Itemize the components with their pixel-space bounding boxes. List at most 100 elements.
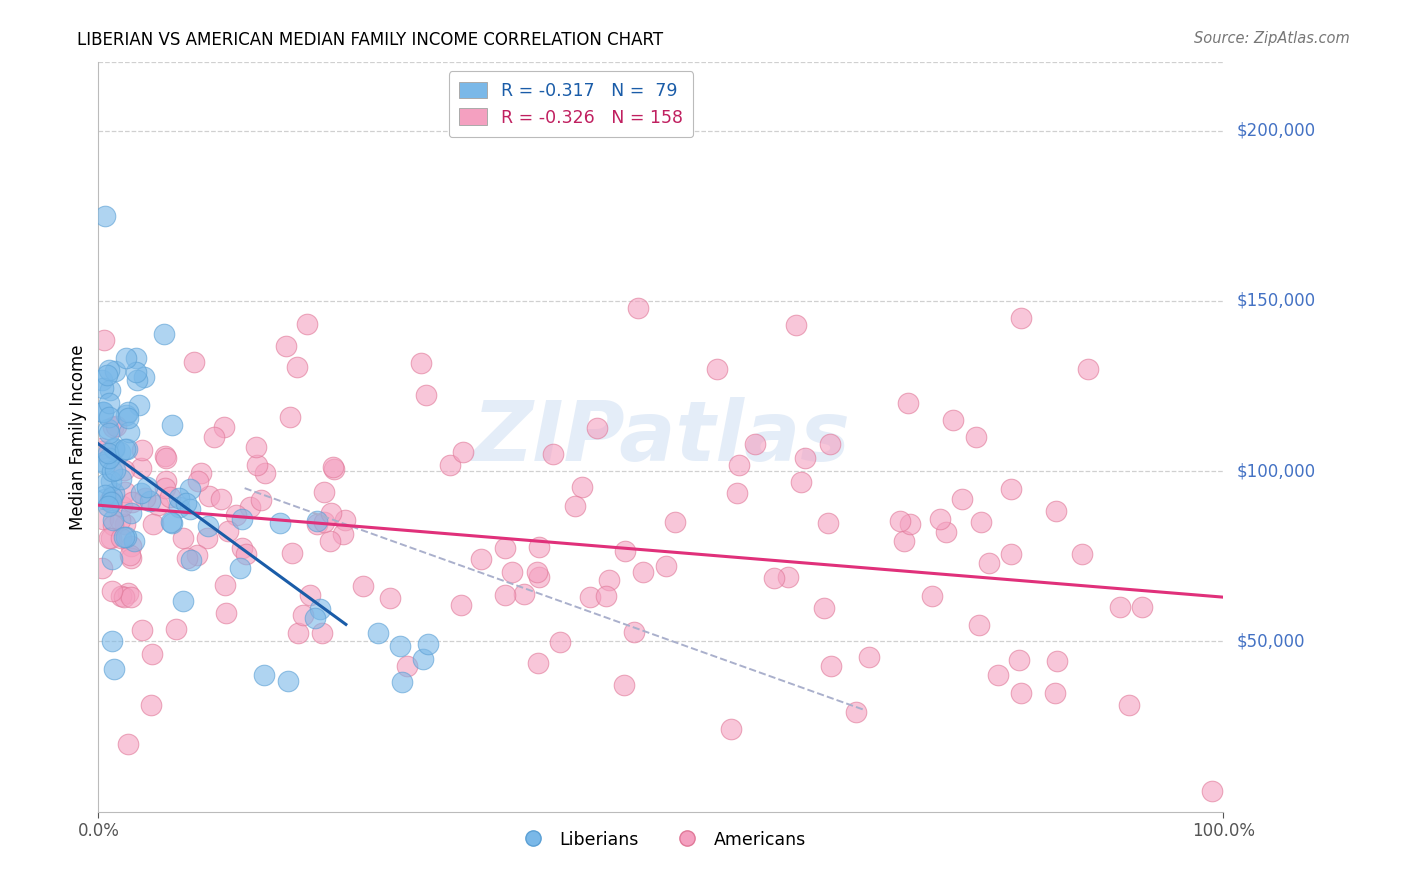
Point — [198, 489, 221, 503]
Point — [214, 578, 236, 592]
Point — [120, 550, 142, 565]
Point — [110, 531, 132, 545]
Point — [845, 705, 868, 719]
Point — [117, 410, 139, 425]
Point — [776, 570, 799, 584]
Point — [165, 622, 187, 636]
Point — [391, 675, 413, 690]
Point — [174, 496, 197, 510]
Point — [935, 524, 957, 539]
Point — [1201, 784, 1223, 798]
Point — [229, 561, 252, 575]
Point — [91, 373, 114, 387]
Point — [627, 301, 650, 315]
Point — [121, 495, 143, 509]
Point — [136, 480, 159, 494]
Point — [91, 512, 114, 526]
Text: $200,000: $200,000 — [1237, 121, 1316, 139]
Point — [131, 461, 153, 475]
Point — [101, 584, 124, 599]
Point — [239, 500, 262, 514]
Point — [97, 409, 120, 424]
Point — [98, 362, 121, 376]
Point — [389, 639, 412, 653]
Point — [98, 383, 121, 397]
Point — [494, 588, 516, 602]
Point — [172, 531, 194, 545]
Point — [501, 565, 523, 579]
Point — [96, 368, 118, 382]
Point — [1010, 685, 1032, 699]
Point — [190, 466, 212, 480]
Point — [122, 533, 145, 548]
Text: LIBERIAN VS AMERICAN MEDIAN FAMILY INCOME CORRELATION CHART: LIBERIAN VS AMERICAN MEDIAN FAMILY INCOM… — [77, 31, 664, 49]
Point — [138, 494, 160, 508]
Point — [744, 436, 766, 450]
Point — [579, 591, 602, 605]
Point — [950, 491, 973, 506]
Point — [112, 463, 135, 477]
Point — [97, 426, 120, 441]
Point — [396, 659, 419, 673]
Point — [527, 657, 550, 671]
Point — [115, 442, 138, 456]
Point — [167, 500, 190, 514]
Point — [111, 499, 134, 513]
Point — [858, 650, 880, 665]
Point — [197, 519, 219, 533]
Point — [94, 491, 117, 506]
Point — [409, 356, 432, 370]
Point — [526, 565, 548, 579]
Text: $50,000: $50,000 — [1237, 632, 1306, 650]
Point — [897, 396, 920, 410]
Point — [132, 369, 155, 384]
Point — [415, 388, 437, 402]
Point — [623, 624, 645, 639]
Point — [114, 590, 136, 604]
Point — [103, 442, 125, 456]
Point — [245, 440, 267, 454]
Point — [231, 511, 253, 525]
Point — [322, 462, 344, 476]
Point — [159, 490, 181, 504]
Point — [101, 518, 124, 533]
Point — [332, 526, 354, 541]
Point — [101, 420, 124, 434]
Point — [179, 501, 201, 516]
Point — [790, 475, 813, 489]
Point — [1000, 482, 1022, 496]
Point — [1043, 685, 1066, 699]
Point — [98, 492, 121, 507]
Point — [114, 516, 136, 531]
Point — [631, 565, 654, 579]
Point — [100, 490, 122, 504]
Point — [967, 618, 990, 632]
Point — [91, 405, 114, 419]
Point — [179, 482, 201, 496]
Point — [142, 516, 165, 531]
Point — [215, 607, 238, 621]
Point — [1118, 698, 1140, 712]
Point — [225, 508, 247, 522]
Point — [352, 578, 374, 592]
Point — [195, 531, 218, 545]
Point — [977, 556, 1000, 570]
Point — [309, 602, 332, 616]
Point — [120, 590, 142, 604]
Point — [167, 491, 190, 505]
Point — [613, 544, 636, 558]
Point — [118, 548, 141, 562]
Point — [278, 410, 301, 425]
Point — [276, 338, 298, 352]
Point — [250, 493, 273, 508]
Point — [367, 625, 389, 640]
Point — [94, 457, 117, 471]
Point — [110, 589, 132, 603]
Point — [378, 591, 401, 605]
Point — [319, 534, 342, 549]
Point — [129, 486, 152, 500]
Point — [281, 546, 304, 560]
Point — [100, 475, 122, 489]
Point — [416, 637, 439, 651]
Point — [110, 444, 132, 458]
